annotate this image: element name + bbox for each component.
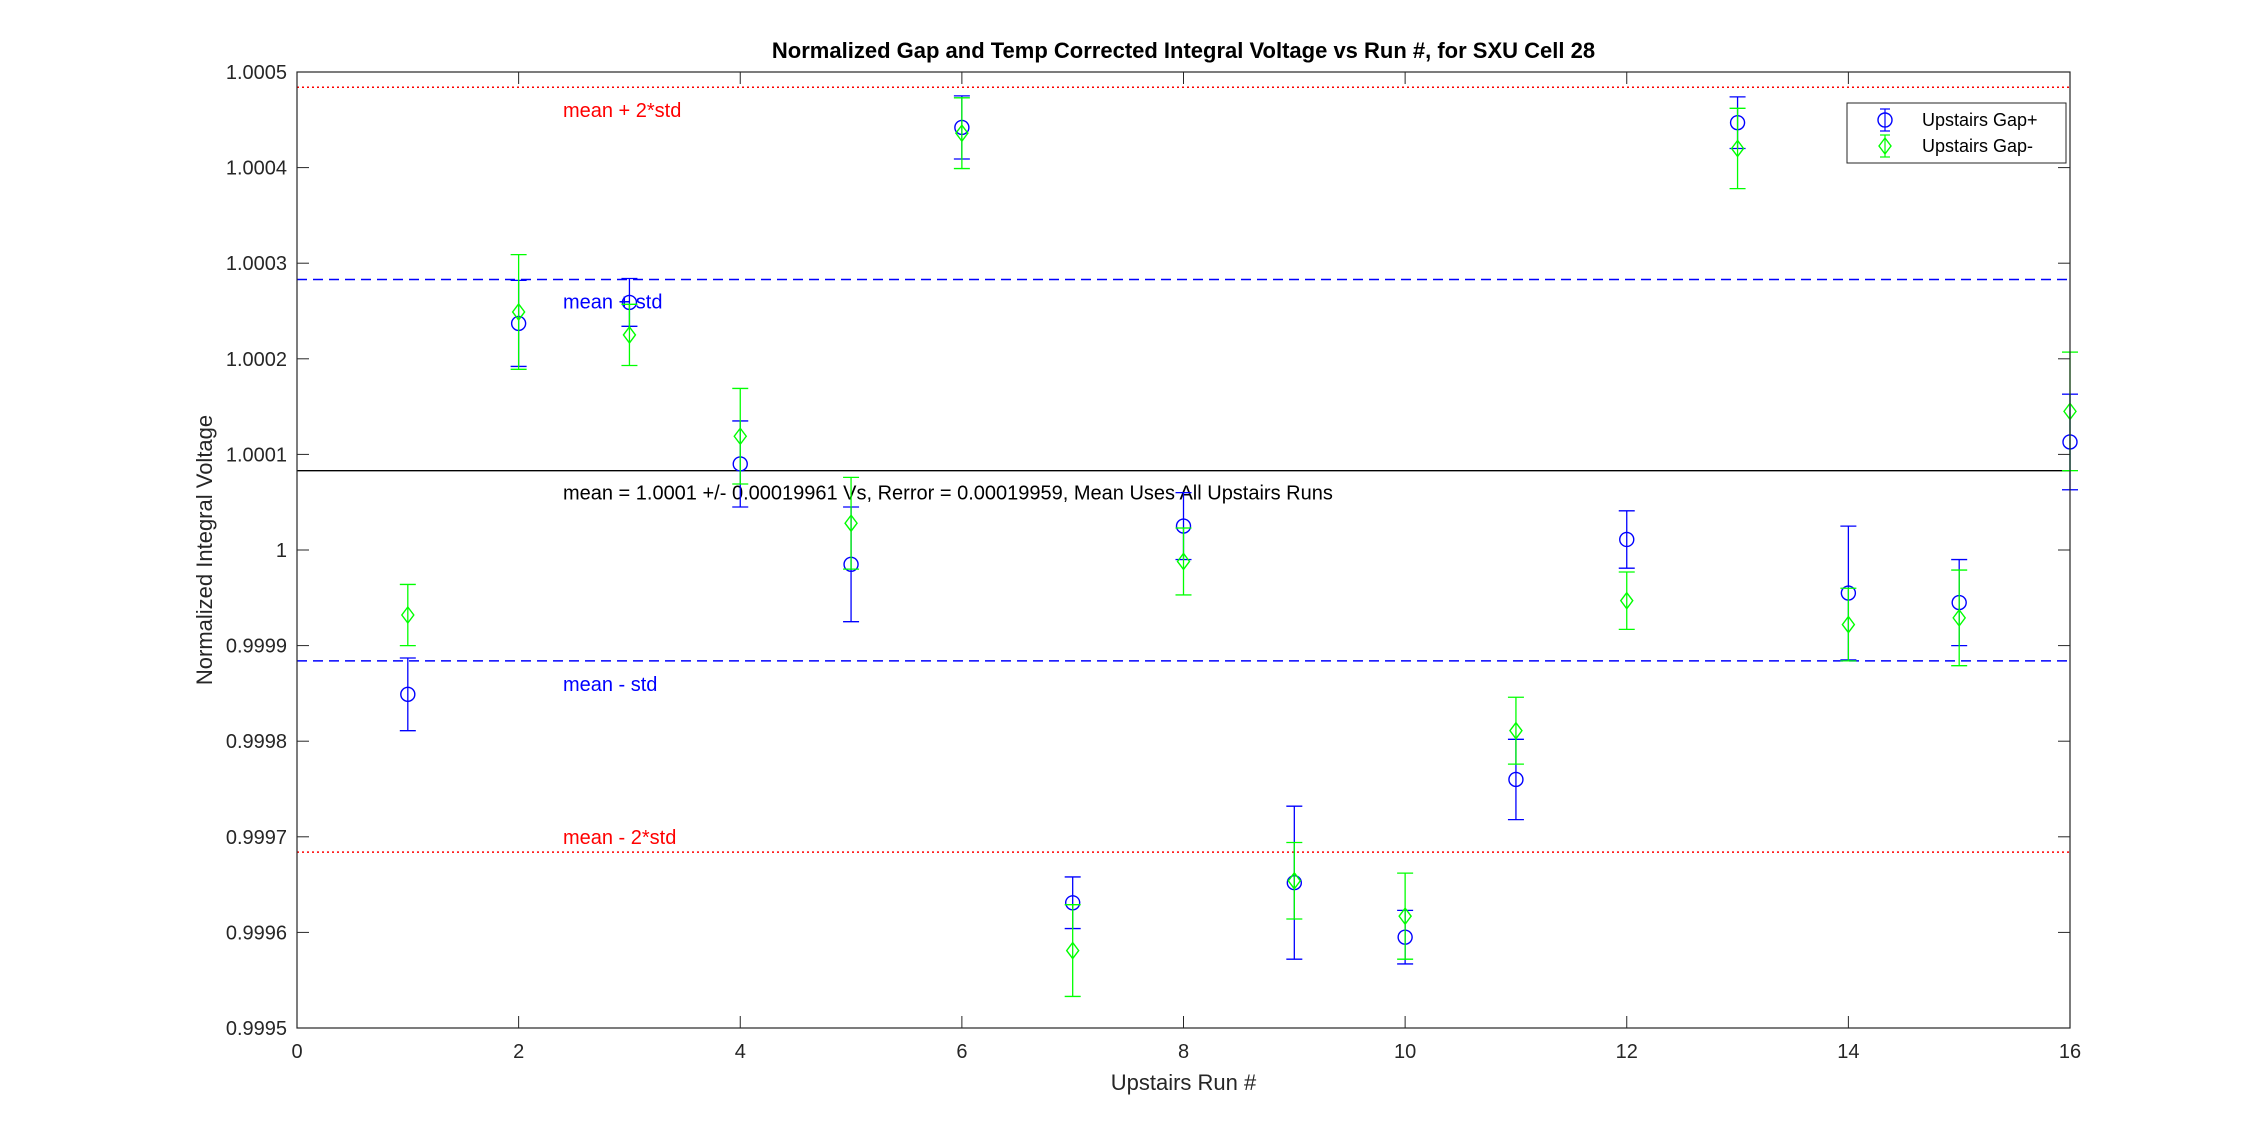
error-bar bbox=[510, 253, 527, 370]
reference-label-3: mean - std bbox=[563, 674, 657, 696]
y-tick-label: 0.9998 bbox=[226, 731, 287, 753]
data-point bbox=[1065, 941, 1080, 960]
reference-label-4: mean - 2*std bbox=[563, 827, 676, 849]
legend-item-0: Upstairs Gap+ bbox=[1877, 108, 2038, 132]
x-tick-label: 14 bbox=[1837, 1041, 1859, 1063]
y-tick-label: 1.0005 bbox=[226, 62, 287, 84]
data-point bbox=[733, 427, 748, 446]
error-bar bbox=[1286, 841, 1303, 920]
y-tick-label: 0.9995 bbox=[226, 1018, 287, 1040]
data-point bbox=[1952, 608, 1967, 628]
y-axis-label: Normalized Integral Voltage bbox=[192, 415, 217, 685]
legend-marker bbox=[1878, 136, 1892, 156]
legend: Upstairs Gap+ Upstairs Gap- bbox=[1846, 102, 2067, 164]
x-tick-label: 2 bbox=[513, 1041, 524, 1063]
error-bar bbox=[1618, 510, 1635, 569]
x-tick-label: 4 bbox=[735, 1041, 746, 1063]
x-axis-label: Upstairs Run # bbox=[1111, 1070, 1257, 1095]
reference-label-1: mean + std bbox=[563, 291, 663, 313]
reference-lines bbox=[297, 86, 2070, 853]
y-tick-label: 0.9997 bbox=[226, 827, 287, 849]
data-point bbox=[1398, 906, 1412, 926]
data-point bbox=[1509, 721, 1523, 740]
y-tick-label: 1 bbox=[276, 540, 287, 562]
x-tick-label: 0 bbox=[291, 1041, 302, 1063]
y-tick-label: 1.0004 bbox=[226, 158, 287, 180]
legend-label: Upstairs Gap- bbox=[1922, 136, 2033, 156]
x-tick-label: 12 bbox=[1616, 1041, 1638, 1063]
error-bar bbox=[1397, 872, 1414, 960]
error-bar bbox=[732, 387, 749, 485]
legend-item-1: Upstairs Gap- bbox=[1878, 134, 2033, 158]
data-point bbox=[1176, 552, 1191, 571]
data-series bbox=[399, 95, 2078, 998]
data-point bbox=[400, 605, 415, 625]
data-point bbox=[511, 302, 526, 322]
error-bar bbox=[1840, 587, 1857, 662]
error-bar bbox=[1951, 569, 1968, 667]
error-bar bbox=[1064, 904, 1081, 998]
y-tick-label: 1.0001 bbox=[226, 444, 287, 466]
reference-labels: mean + 2*std mean + std mean = 1.0001 +/- … bbox=[563, 100, 1333, 849]
data-point bbox=[622, 325, 637, 345]
error-bar bbox=[399, 583, 416, 647]
data-point bbox=[1619, 591, 1634, 610]
data-point bbox=[400, 686, 416, 703]
reference-label-2: mean = 1.0001 +/- 0.00019961 Vs, Rerror … bbox=[563, 483, 1333, 505]
y-axis-ticks: 0.9995 0.9996 0.9997 0.9998 0.9999 1 1.0001 1.0… bbox=[226, 62, 2070, 1040]
legend-label: Upstairs Gap+ bbox=[1922, 110, 2038, 130]
error-bar bbox=[953, 97, 970, 170]
error-bar bbox=[1618, 571, 1635, 630]
error-bar bbox=[1175, 527, 1192, 596]
x-axis-ticks: 0 2 4 6 8 10 12 14 16 bbox=[291, 72, 2081, 1063]
error-bar bbox=[1729, 107, 1746, 190]
data-point bbox=[1619, 531, 1635, 548]
y-tick-label: 0.9996 bbox=[226, 922, 287, 944]
y-tick-label: 1.0002 bbox=[226, 349, 287, 371]
x-tick-label: 6 bbox=[956, 1041, 967, 1063]
data-point bbox=[1287, 871, 1302, 890]
data-point bbox=[1730, 139, 1745, 158]
error-bar bbox=[621, 303, 638, 367]
data-point bbox=[1841, 615, 1856, 634]
chart-title: Normalized Gap and Temp Corrected Integr… bbox=[772, 38, 1595, 63]
y-tick-label: 0.9999 bbox=[226, 636, 287, 658]
y-tick-label: 1.0003 bbox=[226, 253, 287, 275]
data-point bbox=[1508, 771, 1524, 788]
error-bar bbox=[1507, 696, 1524, 765]
data-point bbox=[844, 514, 858, 533]
x-tick-label: 16 bbox=[2059, 1041, 2081, 1063]
legend-marker bbox=[1877, 112, 1893, 128]
series-1 bbox=[399, 97, 2078, 998]
error-bar bbox=[399, 657, 416, 732]
data-point bbox=[955, 124, 969, 143]
x-tick-label: 8 bbox=[1178, 1041, 1189, 1063]
reference-label-0: mean + 2*std bbox=[563, 100, 681, 122]
x-tick-label: 10 bbox=[1394, 1041, 1416, 1063]
error-bar bbox=[843, 476, 860, 570]
